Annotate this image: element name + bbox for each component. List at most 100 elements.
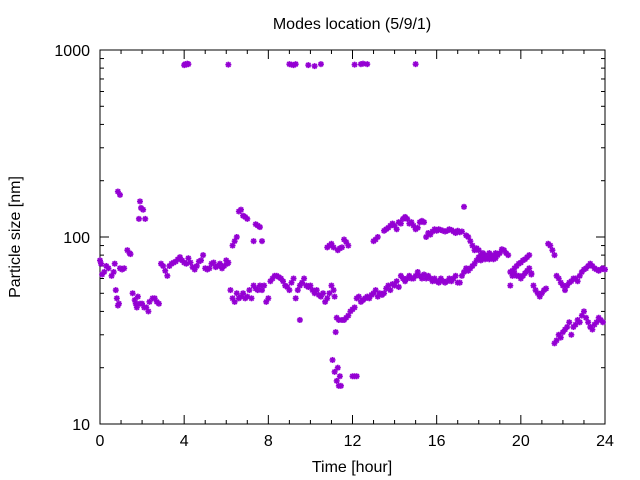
data-point <box>237 206 244 213</box>
data-point <box>549 247 556 254</box>
data-point <box>225 259 232 266</box>
data-point <box>256 224 263 231</box>
data-point <box>110 268 117 275</box>
data-point <box>101 268 108 275</box>
data-point <box>374 234 381 240</box>
data-point <box>496 250 503 257</box>
data-point <box>566 319 573 326</box>
data-point <box>334 364 341 371</box>
data-point <box>593 319 600 326</box>
data-point <box>313 287 320 294</box>
data-point <box>330 287 337 294</box>
data-point <box>505 252 512 259</box>
data-point <box>227 287 234 294</box>
data-point <box>530 282 537 289</box>
x-tick-label: 0 <box>96 433 105 450</box>
data-point <box>364 61 371 68</box>
data-point <box>146 298 153 305</box>
y-axis-ticks: 10 100 1000 <box>54 43 605 434</box>
data-point <box>557 334 564 341</box>
data-point <box>526 252 533 259</box>
data-point <box>113 295 120 302</box>
data-point <box>160 262 167 269</box>
data-point <box>421 219 428 226</box>
data-point <box>338 244 345 251</box>
data-point <box>134 293 141 300</box>
y-tick-label: 100 <box>63 230 90 247</box>
data-point <box>387 287 394 294</box>
data-point <box>526 265 533 272</box>
data-point <box>246 287 253 294</box>
data-point <box>329 356 336 363</box>
data-point <box>458 228 465 235</box>
data-point <box>547 242 554 249</box>
data-point <box>225 61 232 68</box>
data-point <box>112 287 119 294</box>
data-point <box>210 259 217 266</box>
data-point <box>333 377 340 384</box>
data-point <box>307 282 314 289</box>
data-point <box>395 284 402 291</box>
data-point <box>551 252 558 259</box>
data-point <box>564 324 571 331</box>
data-point <box>155 300 162 307</box>
data-point <box>206 265 213 272</box>
y-axis-label: Particle size [nm] <box>7 176 24 298</box>
chart-title: Modes location (5/9/1) <box>273 16 431 33</box>
data-point <box>216 260 223 267</box>
x-axis-ticks: 0 4 8 12 16 20 24 <box>96 50 614 450</box>
data-point <box>233 290 240 297</box>
data-point <box>589 326 596 333</box>
data-point <box>145 308 152 315</box>
data-point <box>412 61 419 68</box>
data-point <box>351 61 358 68</box>
data-point <box>136 198 143 205</box>
data-point <box>265 295 272 302</box>
data-point <box>231 298 238 305</box>
data-point <box>233 234 240 240</box>
data-point <box>294 287 301 294</box>
data-point <box>326 290 333 297</box>
data-point <box>200 252 207 259</box>
data-point <box>324 295 331 302</box>
data-point <box>355 293 362 300</box>
data-point <box>456 279 463 286</box>
data-point <box>127 251 134 258</box>
data-point <box>469 242 476 249</box>
data-point <box>292 61 299 68</box>
data-point <box>562 287 569 294</box>
data-point <box>240 290 247 297</box>
data-point <box>372 287 379 294</box>
data-point <box>292 295 299 302</box>
data-point <box>250 238 257 245</box>
data-point <box>580 308 587 315</box>
x-axis-label: Time [hour] <box>312 459 392 476</box>
x-tick-label: 4 <box>180 433 189 450</box>
data-point <box>528 270 535 277</box>
data-point <box>328 282 335 289</box>
data-point <box>121 265 128 272</box>
data-point <box>221 262 228 269</box>
data-point <box>475 247 482 254</box>
data-point <box>116 191 123 198</box>
data-point <box>259 287 266 294</box>
data-point <box>164 272 171 279</box>
data-point <box>244 215 251 222</box>
data-point <box>404 215 411 222</box>
data-point <box>332 329 339 336</box>
data-point <box>345 242 352 249</box>
data-point <box>129 290 136 297</box>
y-tick-label: 1000 <box>54 43 90 60</box>
data-point <box>381 290 388 297</box>
data-point <box>532 287 539 294</box>
data-point <box>330 244 337 251</box>
data-point <box>599 319 606 326</box>
x-tick-label: 24 <box>596 433 614 450</box>
data-point <box>286 287 293 294</box>
data-point <box>140 206 147 213</box>
data-point <box>461 203 468 210</box>
data-point <box>311 63 318 70</box>
data-point <box>572 321 579 328</box>
data-point <box>198 257 204 264</box>
